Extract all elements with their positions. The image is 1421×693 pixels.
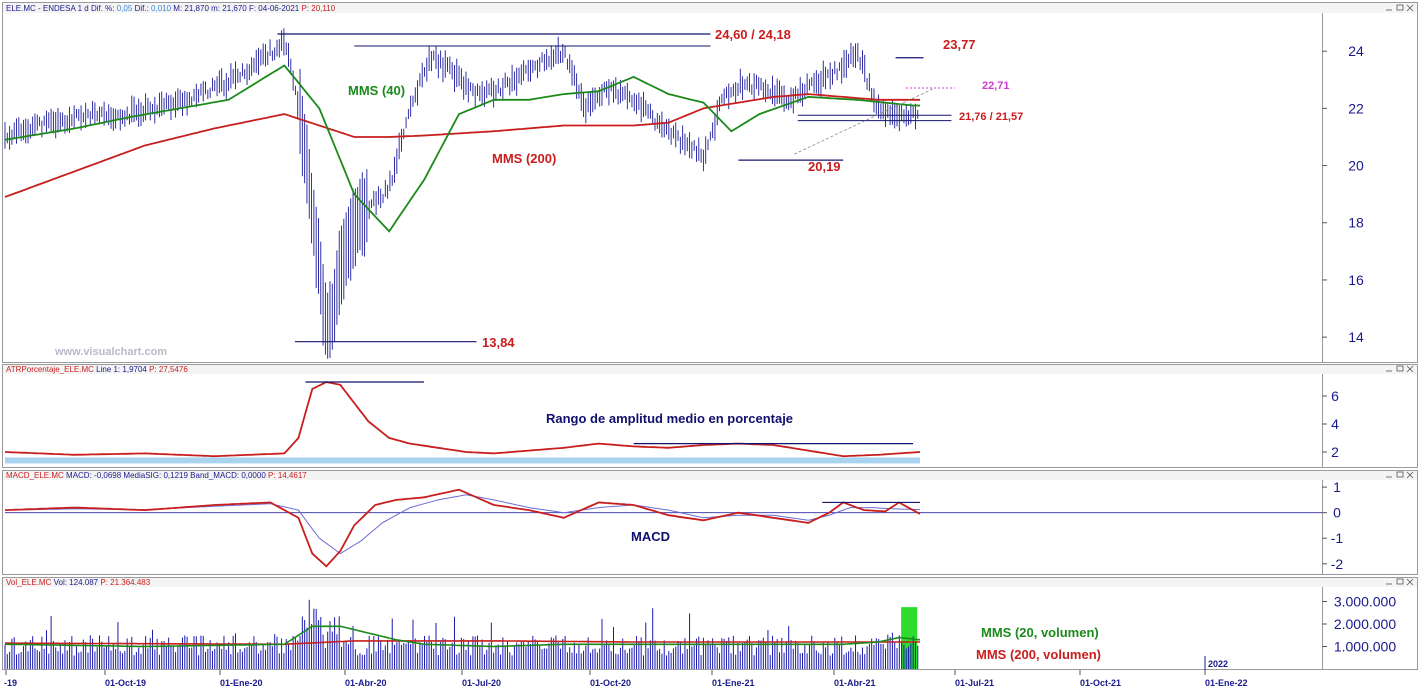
price-ytick-label: 16 [1348,272,1364,288]
price-ytick-label: 18 [1348,215,1364,231]
volume-header: Vol_ELE.MC Vol: 124.087 P: 21.364.483 [6,578,151,587]
vol-mms200-line [5,640,920,646]
volume-panel [4,599,921,669]
macd-line [4,488,921,568]
price-header: ELE.MC - ENDESA 1 d Dif. %: 0,05 Dif.: 0… [6,4,336,13]
atr-base-band [5,457,920,464]
price-ytick-label: 14 [1348,329,1364,345]
label-2019: 20,19 [808,159,841,174]
panel-frames [2,2,1418,670]
atr-line [4,381,921,458]
atr-ytick-label: 4 [1331,416,1339,432]
x-tick-label: 01-Oct-21 [1080,678,1121,688]
year-marker: 2022 [1208,659,1228,669]
macd-header: MACD_ELE.MC MACD: -0,0698 MediaSIG: 0,12… [6,471,307,480]
price-ytick-label: 24 [1348,43,1364,59]
macd-ytick-label: 0 [1333,505,1341,521]
x-tick-label: 01-Ene-21 [712,678,755,688]
price-ytick-label: 20 [1348,158,1364,174]
x-tick-label: 01-Jul-20 [462,678,501,688]
legend-mms20-volume: MMS (20, volumen) [981,625,1099,640]
atr-ytick-label: 6 [1331,388,1339,404]
x-tick-label: 01-Abr-21 [834,678,876,688]
label-1384: 13,84 [482,335,515,350]
mms40-line [4,64,920,233]
trend-line [794,87,935,155]
atr-ytick-label: 2 [1331,444,1339,460]
label-2377: 23,77 [943,37,976,52]
window-buttons[interactable] [1386,4,1414,586]
label-mms40: MMS (40) [348,83,405,98]
legend-mms200-volume: MMS (200, volumen) [976,647,1101,662]
x-tick-label: 01-Ene-22 [1205,678,1248,688]
x-tick-label: -19 [4,678,17,688]
watermark: www.visualchart.com [54,346,167,358]
label-2271: 22,71 [982,80,1010,92]
x-tick-label: 01-Oct-19 [105,678,146,688]
volume-ytick-label: 1.000.000 [1334,639,1396,655]
macd-panel [4,488,1322,568]
label-2460-2418: 24,60 / 24,18 [715,27,791,42]
volume-ytick-label: 2.000.000 [1334,616,1396,632]
atr-title: Rango de amplitud medio en porcentaje [546,411,793,426]
x-tick-label: 01-Jul-21 [955,678,994,688]
axes: 14161820222424610-1-23.000.0002.000.0001… [4,43,1396,688]
x-tick-label: 01-Oct-20 [590,678,631,688]
atr-panel [4,381,921,464]
macd-ytick-label: -1 [1331,530,1344,546]
label-mms200: MMS (200) [492,151,556,166]
volume-ytick-label: 3.000.000 [1334,594,1396,610]
price-panel [4,28,955,359]
x-tick-label: 01-Ene-20 [220,678,263,688]
price-ytick-label: 22 [1348,100,1364,116]
macd-ytick-label: 1 [1333,479,1341,495]
atr-header: ATRPorcentaje_ELE.MC Line 1: 1,9704 P: 2… [6,365,188,374]
macd-ytick-label: -2 [1331,556,1344,572]
label-2176-2157: 21,76 / 21,57 [959,111,1023,123]
macd-title: MACD [631,529,670,544]
vol-mms20-line [5,625,921,648]
mms200-line [4,93,920,198]
x-tick-label: 01-Abr-20 [345,678,387,688]
